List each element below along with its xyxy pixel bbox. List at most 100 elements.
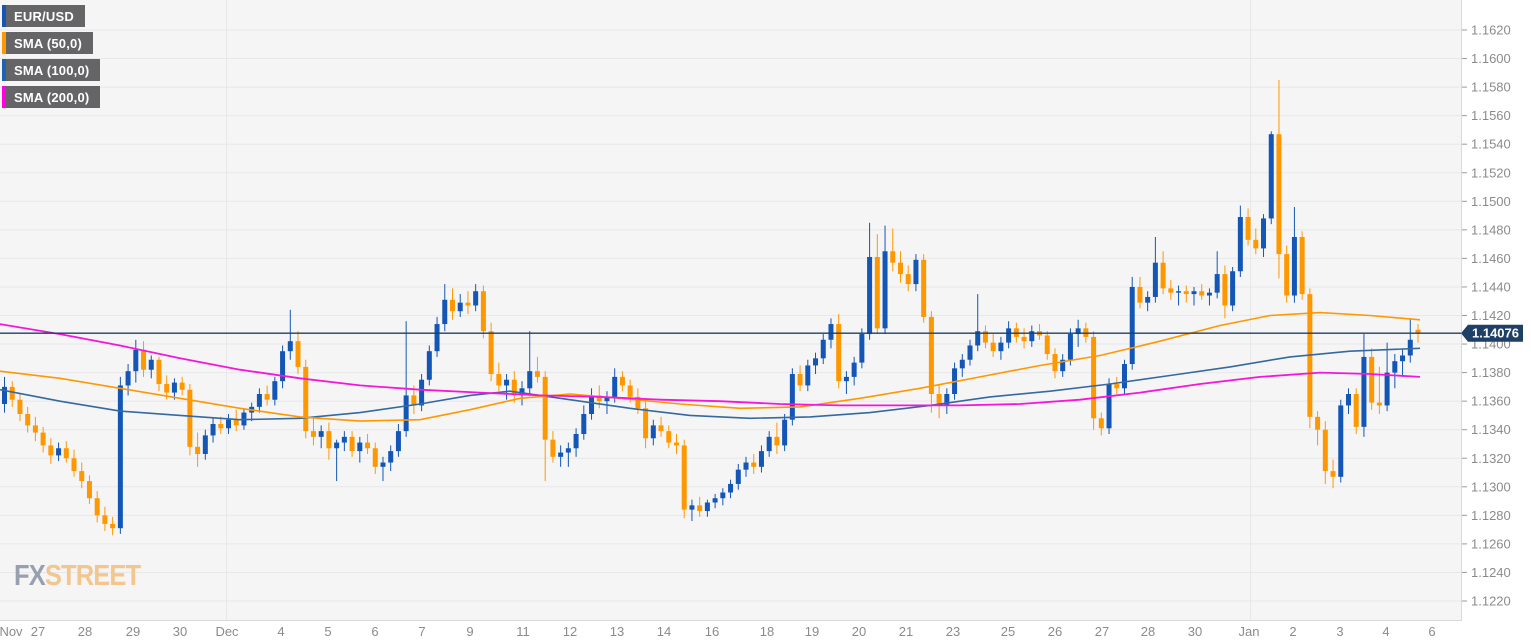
axis-label: 1.1340 bbox=[1471, 422, 1511, 437]
candle-down bbox=[179, 376, 185, 396]
candle-up bbox=[743, 456, 749, 477]
candle-down bbox=[990, 334, 996, 357]
candle-down bbox=[303, 359, 309, 439]
axis-label: 1.1460 bbox=[1471, 251, 1511, 266]
candle-down bbox=[751, 453, 757, 474]
candle-up bbox=[395, 423, 401, 457]
axis-label: 1.1280 bbox=[1471, 508, 1511, 523]
candle-up bbox=[56, 442, 62, 462]
fxstreet-logo-fx: FX bbox=[14, 560, 46, 592]
candle-down bbox=[40, 426, 46, 453]
axis-label: 1.1420 bbox=[1471, 308, 1511, 323]
axis-label: 1.1620 bbox=[1471, 23, 1511, 38]
candle-up bbox=[171, 378, 177, 400]
candle-down bbox=[1199, 284, 1205, 300]
candle-down bbox=[1098, 412, 1104, 436]
candle-down bbox=[86, 475, 92, 504]
candle-up bbox=[1006, 321, 1012, 349]
candle-up bbox=[843, 371, 849, 395]
candle-down bbox=[365, 433, 371, 454]
axis-label: 1.1580 bbox=[1471, 80, 1511, 95]
axis-label: Nov bbox=[0, 624, 23, 639]
axis-label: 26 bbox=[1048, 624, 1062, 639]
candle-up bbox=[813, 352, 819, 375]
axis-label: 1.1380 bbox=[1471, 365, 1511, 380]
candle-down bbox=[836, 314, 842, 389]
candle-up bbox=[117, 376, 123, 534]
candle-up bbox=[1176, 285, 1182, 306]
axis-label: 1.1440 bbox=[1471, 279, 1511, 294]
price-scale[interactable]: 1.1620 1.1600 1.1580 1.1560 1.1540 1.1520 1.15… bbox=[1461, 23, 1511, 609]
candle-down bbox=[1183, 285, 1189, 303]
candle-down bbox=[195, 432, 201, 467]
candle-down bbox=[550, 431, 556, 463]
candle-down bbox=[1315, 411, 1321, 446]
candle-up bbox=[442, 284, 448, 332]
legend-item-sma-200-0[interactable]: SMA (200,0) bbox=[2, 86, 101, 108]
candle-down bbox=[643, 399, 649, 449]
candle-up bbox=[720, 488, 726, 506]
candle-down bbox=[1307, 288, 1313, 429]
candle-down bbox=[295, 331, 301, 375]
candle-down bbox=[936, 385, 942, 419]
candle-down bbox=[411, 385, 417, 414]
time-scale[interactable]: Nov 27 28 29 30 Dec 4 5 6 7 9 11 12 13 14 16 18 19 20 21 23 2… bbox=[0, 624, 1436, 639]
candle-up bbox=[882, 225, 888, 335]
candle-down bbox=[449, 288, 455, 320]
candle-up bbox=[1152, 236, 1158, 303]
axis-label: 6 bbox=[371, 624, 378, 639]
candle-down bbox=[79, 462, 85, 489]
candle-down bbox=[480, 285, 486, 339]
candle-up bbox=[689, 499, 695, 522]
candle-up bbox=[426, 345, 432, 386]
candle-down bbox=[542, 371, 548, 482]
axis-label: 14 bbox=[657, 624, 671, 639]
axis-label: 27 bbox=[31, 624, 45, 639]
candle-up bbox=[434, 316, 440, 357]
candle-down bbox=[187, 384, 193, 456]
candle-up bbox=[225, 413, 231, 434]
candle-down bbox=[496, 362, 502, 392]
candle-down bbox=[1299, 231, 1305, 300]
candle-up bbox=[1268, 131, 1274, 225]
candle-up bbox=[334, 439, 340, 482]
candle-up bbox=[148, 355, 154, 379]
plot-background bbox=[0, 0, 1461, 620]
candle-up bbox=[1214, 251, 1220, 299]
axis-label: 1.1520 bbox=[1471, 165, 1511, 180]
candle-down bbox=[218, 416, 224, 434]
sma-line-2000 bbox=[0, 323, 1421, 407]
candles bbox=[2, 79, 1421, 536]
axis-label: 1.1240 bbox=[1471, 565, 1511, 580]
candle-up bbox=[527, 331, 533, 396]
candle-down bbox=[63, 441, 69, 463]
axis-label: 19 bbox=[805, 624, 819, 639]
candle-down bbox=[673, 433, 679, 454]
candle-down bbox=[32, 416, 38, 442]
candle-down bbox=[511, 371, 517, 403]
candle-up bbox=[403, 321, 409, 437]
axis-label: 1.1560 bbox=[1471, 108, 1511, 123]
candle-up bbox=[573, 428, 579, 457]
candle-up bbox=[272, 376, 278, 406]
candle-down bbox=[1114, 376, 1120, 395]
candle-up bbox=[1407, 318, 1413, 363]
candle-down bbox=[1322, 421, 1328, 484]
axis-label: 16 bbox=[705, 624, 719, 639]
candle-down bbox=[1021, 328, 1027, 349]
axis-label: 13 bbox=[610, 624, 624, 639]
candle-up bbox=[357, 436, 363, 463]
candle-down bbox=[905, 265, 911, 292]
candle-down bbox=[102, 506, 108, 532]
axis-label: Dec bbox=[215, 624, 239, 639]
legend-item-eur-usd[interactable]: EUR/USD bbox=[2, 5, 85, 27]
legend-item-sma-50-0[interactable]: SMA (50,0) bbox=[2, 32, 93, 54]
axis-label: 28 bbox=[1141, 624, 1155, 639]
legend-item-sma-100-0[interactable]: SMA (100,0) bbox=[2, 59, 101, 81]
axis-label: 18 bbox=[760, 624, 774, 639]
candle-down bbox=[1168, 279, 1174, 300]
candle-up bbox=[504, 374, 510, 400]
candle-down bbox=[1253, 228, 1259, 255]
candle-up bbox=[210, 418, 216, 443]
